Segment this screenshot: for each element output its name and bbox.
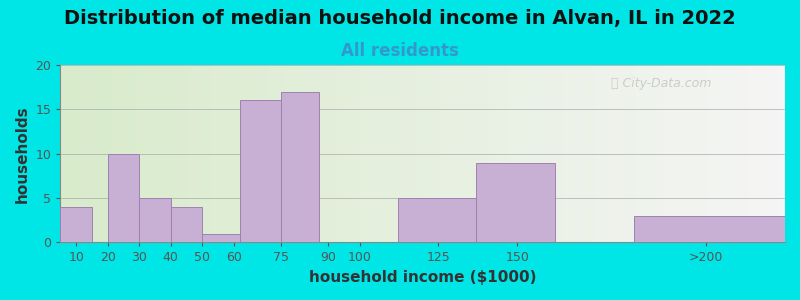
Bar bbox=[170, 207, 202, 242]
X-axis label: household income ($1000): household income ($1000) bbox=[309, 270, 537, 285]
Bar bbox=[61, 207, 92, 242]
Text: Distribution of median household income in Alvan, IL in 2022: Distribution of median household income … bbox=[64, 9, 736, 28]
Text: All residents: All residents bbox=[341, 42, 459, 60]
Bar bbox=[634, 216, 785, 242]
Bar bbox=[202, 233, 240, 242]
Bar bbox=[139, 198, 170, 242]
Bar bbox=[240, 100, 281, 242]
Bar bbox=[281, 92, 318, 242]
Bar bbox=[476, 163, 555, 242]
Bar bbox=[398, 198, 476, 242]
Y-axis label: households: households bbox=[15, 105, 30, 202]
Text: ⓘ City-Data.com: ⓘ City-Data.com bbox=[611, 77, 711, 90]
Bar bbox=[108, 154, 139, 242]
